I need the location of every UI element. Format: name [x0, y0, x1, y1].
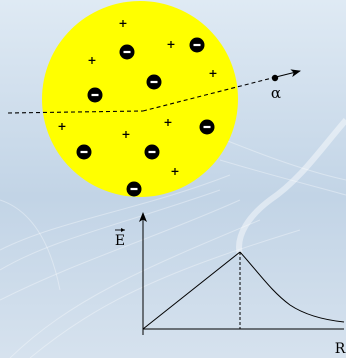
electron-7 — [144, 144, 160, 160]
y-axis-label: E — [115, 233, 125, 249]
alpha-particle — [271, 74, 279, 82]
atom-sphere — [42, 1, 238, 197]
alpha-trajectory: α — [7, 69, 301, 114]
field-decay-curve — [239, 251, 345, 323]
outgoing-path — [142, 77, 273, 112]
field-linear-rise — [142, 251, 241, 330]
field-plot: E R — [115, 212, 346, 357]
background-road — [236, 118, 346, 256]
plus-charge-5: + — [163, 116, 172, 129]
electron-1 — [119, 44, 135, 60]
y-axis-label-vector-head — [121, 228, 125, 232]
electrons — [76, 37, 215, 197]
plus-charge-3: + — [166, 38, 175, 51]
plus-charge-6: + — [57, 120, 66, 133]
electron-4 — [87, 87, 103, 103]
plus-charge-8: + — [170, 165, 179, 178]
electron-2 — [189, 37, 205, 53]
x-axis-label: R — [335, 341, 346, 357]
positive-charges: + + + + + + + + — [57, 17, 217, 178]
electron-5 — [199, 119, 215, 135]
electron-8 — [126, 181, 142, 197]
electron-3 — [146, 74, 162, 90]
incoming-path — [7, 110, 144, 114]
electron-6 — [76, 144, 92, 160]
plus-charge-1: + — [118, 17, 127, 30]
plus-charge-4: + — [208, 67, 217, 80]
alpha-label: α — [271, 84, 281, 102]
plus-charge-7: + — [121, 128, 130, 141]
background-streaks — [0, 129, 346, 359]
plus-charge-2: + — [87, 54, 96, 67]
